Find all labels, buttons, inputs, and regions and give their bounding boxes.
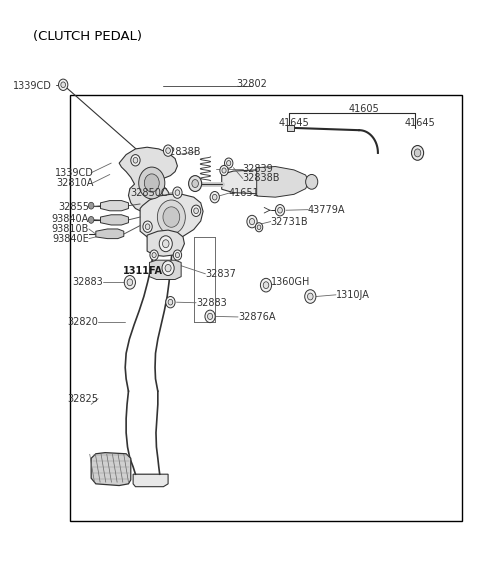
Circle shape bbox=[222, 168, 226, 173]
Bar bbox=[70, 95, 462, 521]
Text: 32731B: 32731B bbox=[271, 217, 308, 226]
Polygon shape bbox=[149, 260, 181, 279]
Circle shape bbox=[227, 161, 231, 166]
Circle shape bbox=[173, 250, 181, 260]
Circle shape bbox=[411, 146, 424, 160]
Circle shape bbox=[247, 215, 257, 228]
Text: 32838B: 32838B bbox=[243, 173, 280, 183]
Text: 1339CD: 1339CD bbox=[55, 168, 94, 178]
Circle shape bbox=[139, 167, 165, 199]
Circle shape bbox=[194, 208, 198, 214]
Circle shape bbox=[220, 165, 228, 176]
Text: 32802: 32802 bbox=[237, 79, 267, 89]
Polygon shape bbox=[257, 166, 308, 197]
Polygon shape bbox=[96, 229, 124, 238]
Text: 32838B: 32838B bbox=[163, 147, 201, 157]
Circle shape bbox=[131, 154, 140, 166]
Circle shape bbox=[189, 176, 202, 191]
Circle shape bbox=[168, 300, 173, 305]
Circle shape bbox=[163, 240, 169, 248]
Circle shape bbox=[414, 149, 421, 157]
Circle shape bbox=[163, 145, 173, 156]
Text: 32883: 32883 bbox=[72, 277, 103, 287]
Polygon shape bbox=[91, 453, 131, 486]
Text: (CLUTCH PEDAL): (CLUTCH PEDAL) bbox=[33, 30, 142, 43]
Circle shape bbox=[277, 207, 282, 213]
Circle shape bbox=[133, 157, 138, 163]
Text: 32810A: 32810A bbox=[56, 178, 94, 188]
Circle shape bbox=[225, 158, 233, 168]
Circle shape bbox=[210, 191, 219, 203]
Circle shape bbox=[250, 218, 254, 225]
Circle shape bbox=[263, 282, 269, 289]
Text: 32825: 32825 bbox=[67, 393, 98, 404]
Circle shape bbox=[166, 148, 170, 153]
Text: 43779A: 43779A bbox=[308, 204, 346, 215]
Text: 93810B: 93810B bbox=[51, 224, 89, 234]
Text: 41645: 41645 bbox=[278, 119, 310, 128]
Text: 32883: 32883 bbox=[196, 298, 227, 308]
Text: 1339CD: 1339CD bbox=[12, 81, 51, 92]
Text: 32876A: 32876A bbox=[238, 312, 276, 322]
Circle shape bbox=[261, 278, 272, 292]
Circle shape bbox=[61, 82, 65, 88]
Text: 32855: 32855 bbox=[58, 202, 89, 212]
FancyBboxPatch shape bbox=[287, 124, 294, 131]
Circle shape bbox=[205, 310, 215, 323]
Circle shape bbox=[145, 224, 150, 229]
Circle shape bbox=[162, 261, 174, 275]
Circle shape bbox=[59, 79, 68, 90]
Circle shape bbox=[166, 297, 175, 308]
Circle shape bbox=[212, 194, 217, 200]
Circle shape bbox=[144, 174, 159, 192]
Circle shape bbox=[207, 313, 213, 320]
Text: 93840A: 93840A bbox=[51, 214, 89, 224]
Circle shape bbox=[173, 187, 182, 198]
Text: 32839: 32839 bbox=[243, 164, 274, 174]
Circle shape bbox=[255, 223, 263, 232]
Polygon shape bbox=[133, 474, 168, 487]
Circle shape bbox=[159, 236, 172, 252]
Text: 1360GH: 1360GH bbox=[271, 277, 310, 287]
Polygon shape bbox=[140, 194, 203, 240]
Circle shape bbox=[88, 202, 94, 209]
Circle shape bbox=[192, 180, 198, 188]
Circle shape bbox=[88, 217, 94, 223]
Circle shape bbox=[157, 200, 185, 234]
Polygon shape bbox=[222, 170, 299, 194]
Circle shape bbox=[163, 207, 180, 228]
Circle shape bbox=[127, 279, 132, 286]
Text: 32850C: 32850C bbox=[131, 188, 168, 198]
Circle shape bbox=[175, 252, 180, 257]
Polygon shape bbox=[100, 200, 129, 211]
Circle shape bbox=[143, 221, 152, 232]
Circle shape bbox=[165, 264, 171, 272]
Circle shape bbox=[276, 204, 285, 216]
Circle shape bbox=[257, 225, 261, 229]
Text: 1310JA: 1310JA bbox=[336, 290, 370, 300]
Circle shape bbox=[192, 205, 201, 217]
Circle shape bbox=[308, 293, 313, 300]
Circle shape bbox=[152, 252, 156, 257]
Text: 41651: 41651 bbox=[228, 188, 260, 198]
Text: 41645: 41645 bbox=[405, 119, 435, 128]
Circle shape bbox=[305, 290, 316, 304]
Polygon shape bbox=[147, 230, 184, 256]
Circle shape bbox=[124, 275, 135, 289]
Polygon shape bbox=[119, 147, 178, 213]
Text: 32820: 32820 bbox=[67, 317, 98, 327]
Text: 1311FA: 1311FA bbox=[123, 266, 163, 276]
Circle shape bbox=[175, 190, 180, 195]
Text: 93840E: 93840E bbox=[52, 234, 89, 244]
Circle shape bbox=[306, 175, 318, 190]
Text: 41605: 41605 bbox=[348, 104, 379, 114]
Polygon shape bbox=[100, 215, 129, 225]
Circle shape bbox=[150, 250, 158, 260]
Text: 32837: 32837 bbox=[205, 269, 236, 279]
